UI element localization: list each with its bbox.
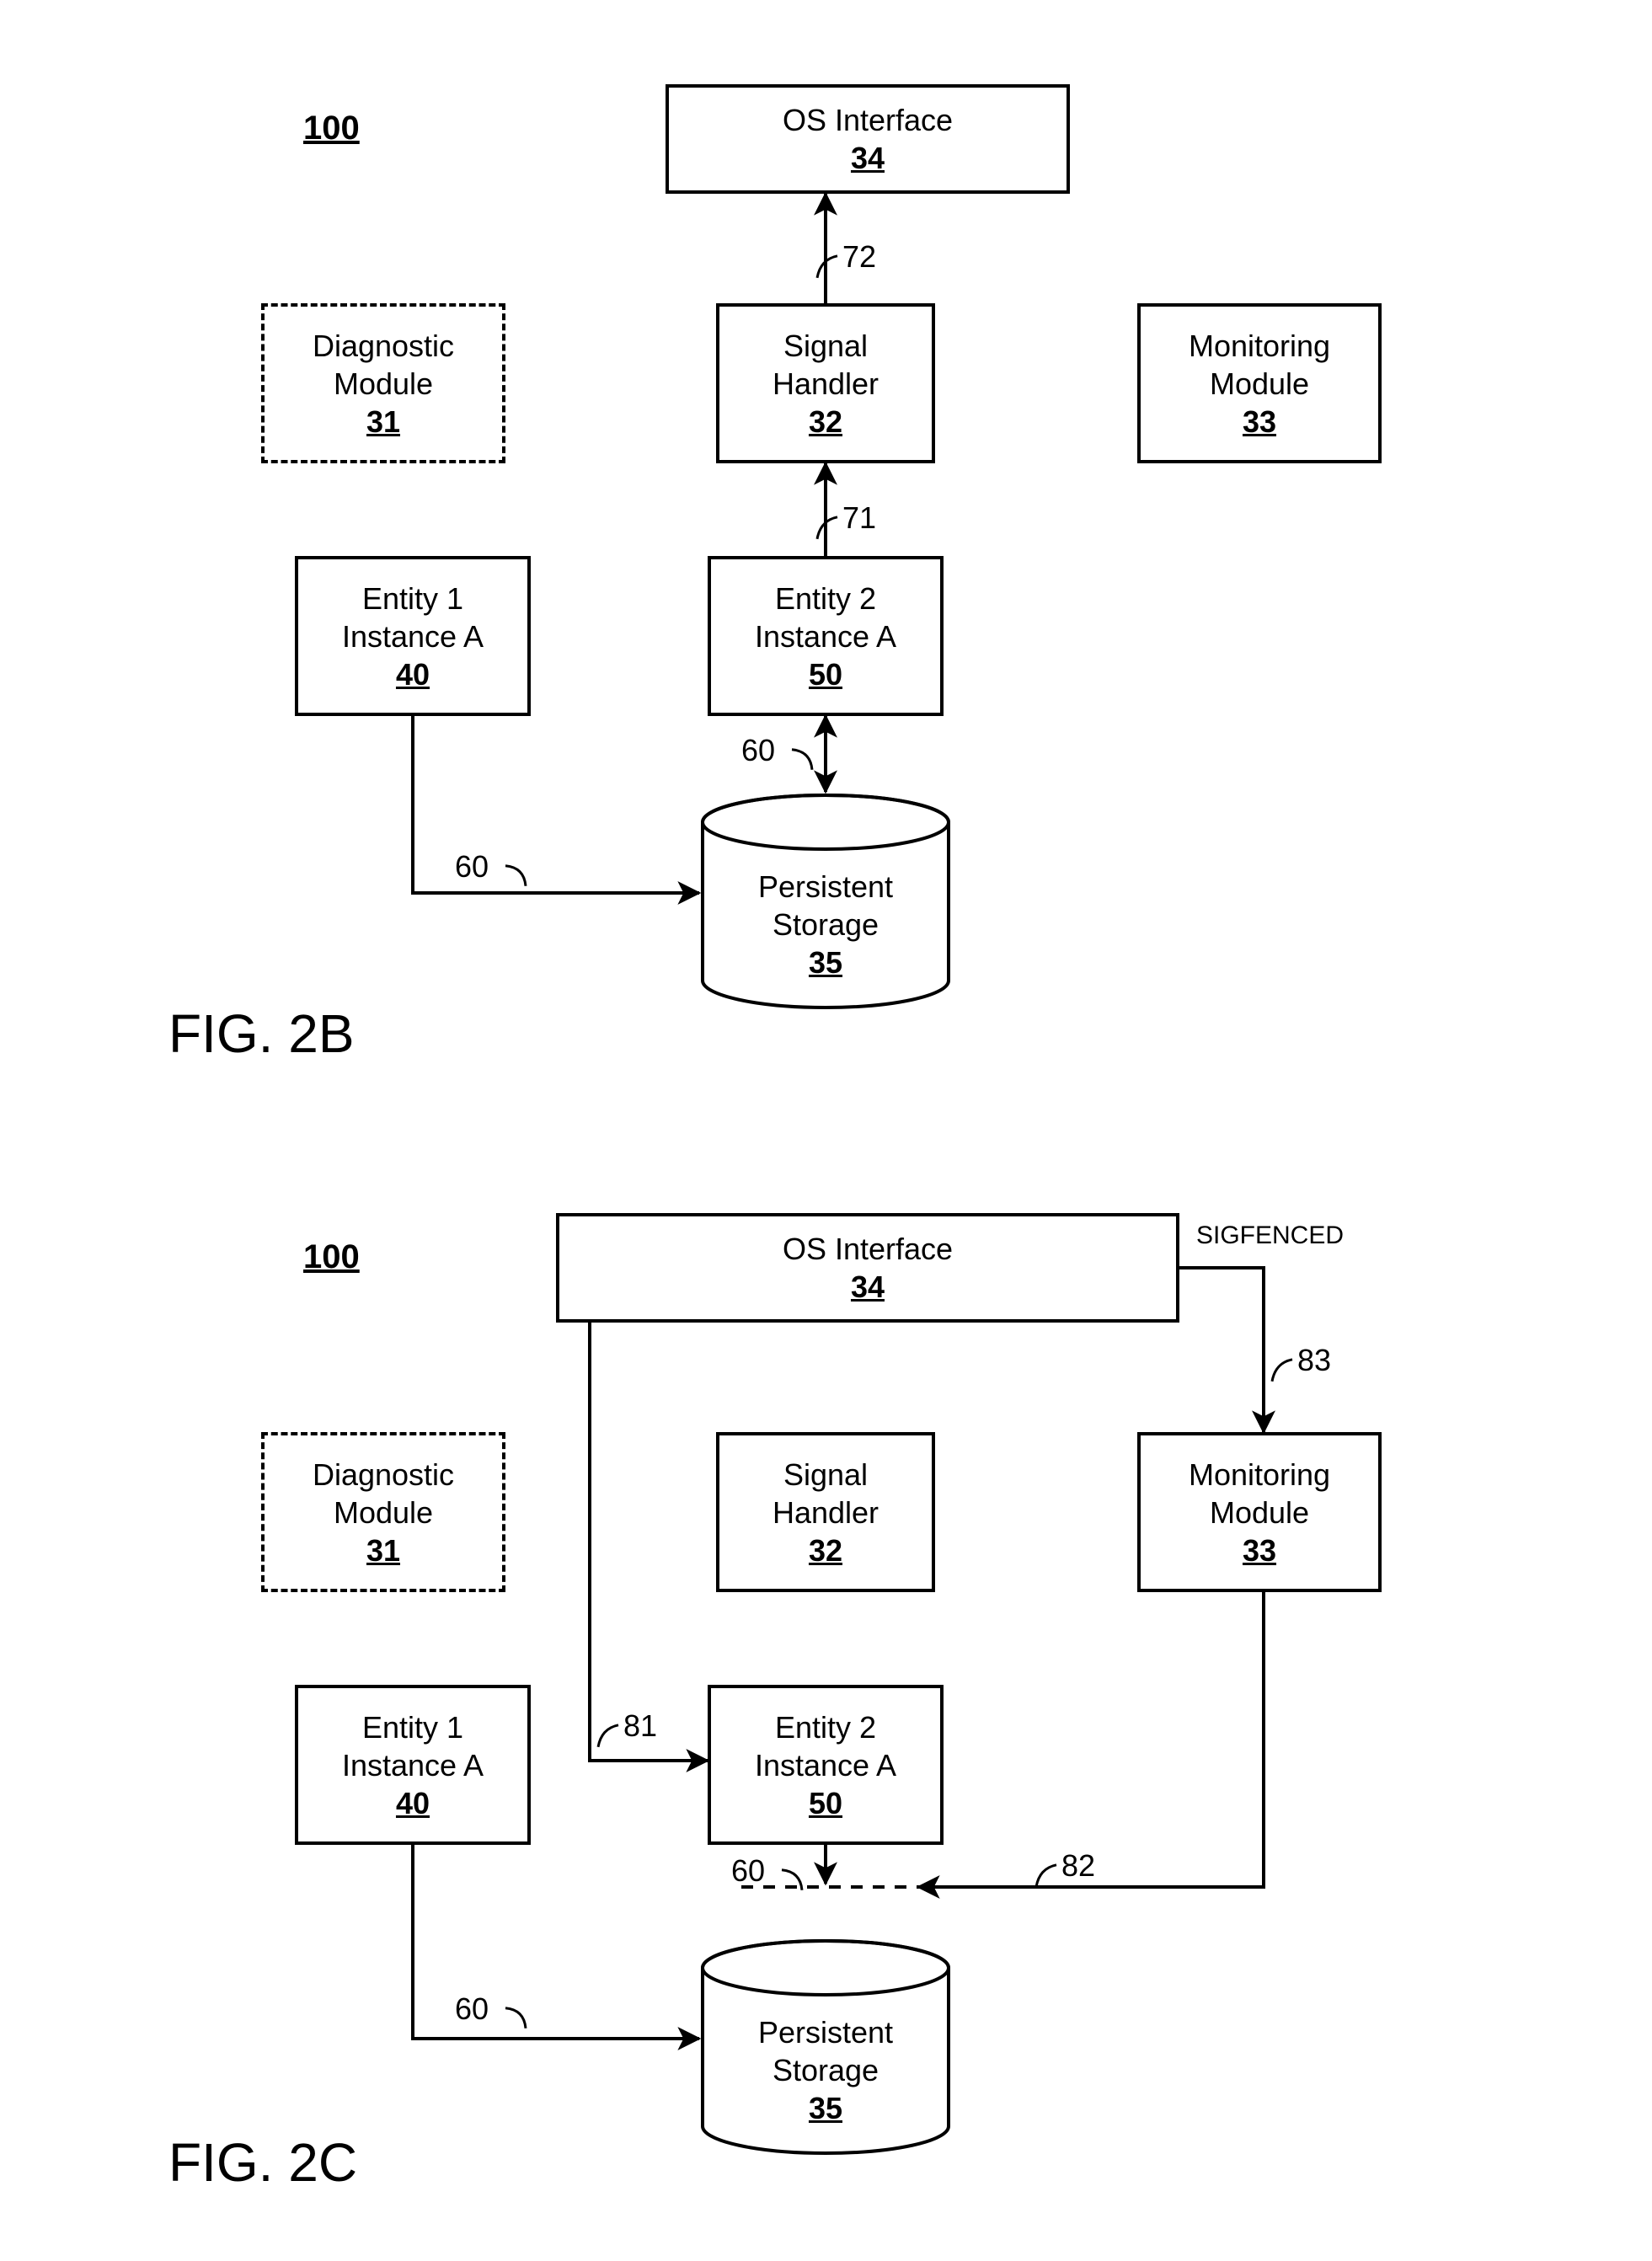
fig2c-os-line0: OS Interface (783, 1230, 953, 1268)
fig2c-arrow-e2-down-60-label: 60 (731, 1853, 765, 1889)
fig2c-mon-box: MonitoringModule33 (1137, 1432, 1382, 1592)
fig2b-arrow-e2-store-hook (792, 750, 812, 770)
fig2c-e1-box: Entity 1Instance A40 (295, 1685, 531, 1845)
fig2c-sig-box: SignalHandler32 (716, 1432, 935, 1592)
fig2c-sig-line1: Handler (773, 1494, 879, 1531)
fig2b-diag-box: DiagnosticModule31 (261, 303, 505, 463)
fig2b-diag-line0: Diagnostic (313, 327, 454, 365)
fig2c-diag-ref: 31 (366, 1531, 400, 1569)
fig2b-storage-line1: Storage (773, 906, 879, 943)
fig2c-arrow-e1-store-60-hook (505, 2008, 526, 2028)
fig2b-mon-line1: Module (1210, 365, 1309, 403)
fig2c-title: FIG. 2C (168, 2131, 357, 2194)
fig2b-storage-cylinder: PersistentStorage35 (699, 792, 952, 1011)
fig2c-e2-ref: 50 (809, 1784, 842, 1822)
fig2b-e2-line0: Entity 2 (775, 580, 876, 617)
fig2c-os-ref: 34 (851, 1268, 885, 1306)
fig2b-mon-ref: 33 (1243, 403, 1276, 441)
fig2c-mon-ref: 33 (1243, 1531, 1276, 1569)
fig2b-storage-line0: Persistent (758, 868, 893, 906)
fig2b-e1-line0: Entity 1 (362, 580, 463, 617)
fig2c-arrow-os-to-e2-81-label: 81 (623, 1708, 657, 1744)
fig2b-sig-line0: Signal (783, 327, 868, 365)
fig2c-arrow-os-to-e2-81 (590, 1323, 708, 1761)
fig2c-e1-line1: Instance A (342, 1746, 484, 1784)
fig2c-mon-line1: Module (1210, 1494, 1309, 1531)
fig2b-e2-box: Entity 2Instance A50 (708, 556, 944, 716)
fig2c-arrow-e1-store-60-label: 60 (455, 1991, 489, 2027)
fig2b-arrow-e2-store-label: 60 (741, 733, 775, 768)
fig2b-e2-ref: 50 (809, 655, 842, 693)
fig2c-storage-line0: Persistent (758, 2013, 893, 2051)
fig2c-sig-line0: Signal (783, 1456, 868, 1494)
fig2c-system-ref: 100 (303, 1238, 360, 1276)
fig2c-storage-line1: Storage (773, 2051, 879, 2089)
fig2b-storage-ref: 35 (809, 943, 842, 981)
fig2c-sig-ref: 32 (809, 1531, 842, 1569)
fig2c-arrow-os-to-mon-83-hook (1272, 1360, 1292, 1382)
fig2c-mon-line0: Monitoring (1189, 1456, 1330, 1494)
fig2b-arrow-e2-to-sig-hook (817, 517, 837, 539)
fig2b-diag-line1: Module (334, 365, 433, 403)
fig2b-arrow-sig-to-os-label: 72 (842, 239, 876, 275)
fig2c-os-box: OS Interface34 (556, 1213, 1179, 1323)
fig2b-arrow-e2-to-sig-label: 71 (842, 500, 876, 536)
fig2b-sig-box: SignalHandler32 (716, 303, 935, 463)
fig2c-arrow-mon-to-dash-82 (918, 1592, 1264, 1887)
fig2b-arrow-sig-to-os-hook (817, 256, 837, 278)
fig2b-e1-box: Entity 1Instance A40 (295, 556, 531, 716)
fig2c-arrow-os-to-mon-83-label: 83 (1297, 1343, 1331, 1378)
fig2b-os-line0: OS Interface (783, 101, 953, 139)
fig2c-e1-line0: Entity 1 (362, 1708, 463, 1746)
fig2b-os-box: OS Interface34 (666, 84, 1070, 194)
fig2c-e2-line0: Entity 2 (775, 1708, 876, 1746)
fig2b-diag-ref: 31 (366, 403, 400, 441)
fig2b-e2-line1: Instance A (755, 617, 896, 655)
fig2b-system-ref: 100 (303, 110, 360, 147)
fig2b-title: FIG. 2B (168, 1002, 355, 1065)
fig2b-sig-ref: 32 (809, 403, 842, 441)
fig2c-e2-line1: Instance A (755, 1746, 896, 1784)
fig2b-e1-ref: 40 (396, 655, 430, 693)
fig2b-mon-box: MonitoringModule33 (1137, 303, 1382, 463)
fig2c-diag-line0: Diagnostic (313, 1456, 454, 1494)
fig2b-os-ref: 34 (851, 139, 885, 177)
fig2c-e2-box: Entity 2Instance A50 (708, 1685, 944, 1845)
fig2b-e1-line1: Instance A (342, 617, 484, 655)
fig2c-storage-cylinder: PersistentStorage35 (699, 1938, 952, 2157)
fig2c-diag-line1: Module (334, 1494, 433, 1531)
fig2b-arrow-e1-store-hook (505, 866, 526, 886)
fig2c-arrow-mon-to-dash-82-label: 82 (1061, 1848, 1095, 1884)
fig2c-diag-box: DiagnosticModule31 (261, 1432, 505, 1592)
fig2b-arrow-e1-store-label: 60 (455, 849, 489, 885)
page: 100OS Interface34DiagnosticModule31Signa… (0, 0, 1652, 2261)
fig2c-arrow-mon-to-dash-82-hook (1036, 1865, 1056, 1887)
fig2b-sig-line1: Handler (773, 365, 879, 403)
fig2c-arrow-e2-down-60-hook (782, 1870, 802, 1890)
fig2b-mon-line0: Monitoring (1189, 327, 1330, 365)
fig2c-storage-ref: 35 (809, 2089, 842, 2127)
fig2c-arrow-os-to-mon-83 (1179, 1268, 1264, 1432)
fig2c-e1-ref: 40 (396, 1784, 430, 1822)
fig2c-sigfenced-label: SIGFENCED (1196, 1221, 1344, 1250)
fig2c-arrow-os-to-e2-81-hook (598, 1725, 618, 1747)
